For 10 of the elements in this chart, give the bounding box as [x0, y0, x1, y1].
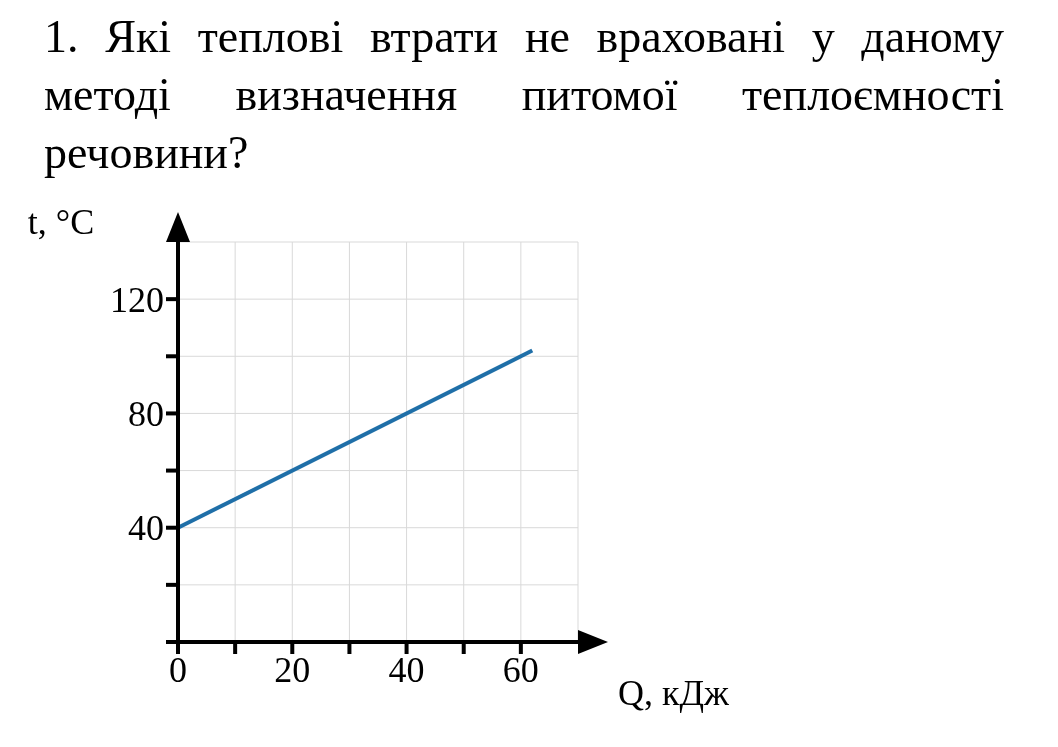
y-axis-title: t, °C — [27, 202, 95, 242]
x-tick-label: 60 — [502, 649, 539, 690]
x-tick-label: 20 — [274, 649, 311, 690]
y-tick-label: 40 — [128, 508, 164, 549]
y-tick-label: 120 — [110, 279, 164, 320]
x-tick-label: 0 — [169, 649, 187, 690]
chart-title: 1. Які теплові втрати не враховані у даному методі визначення питомої теплоємності речовини? — [44, 10, 1004, 180]
x-axis-title: Q, кДж — [618, 672, 731, 713]
x-tick-label: 40 — [388, 649, 425, 690]
y-tick-label: 80 — [128, 394, 164, 435]
